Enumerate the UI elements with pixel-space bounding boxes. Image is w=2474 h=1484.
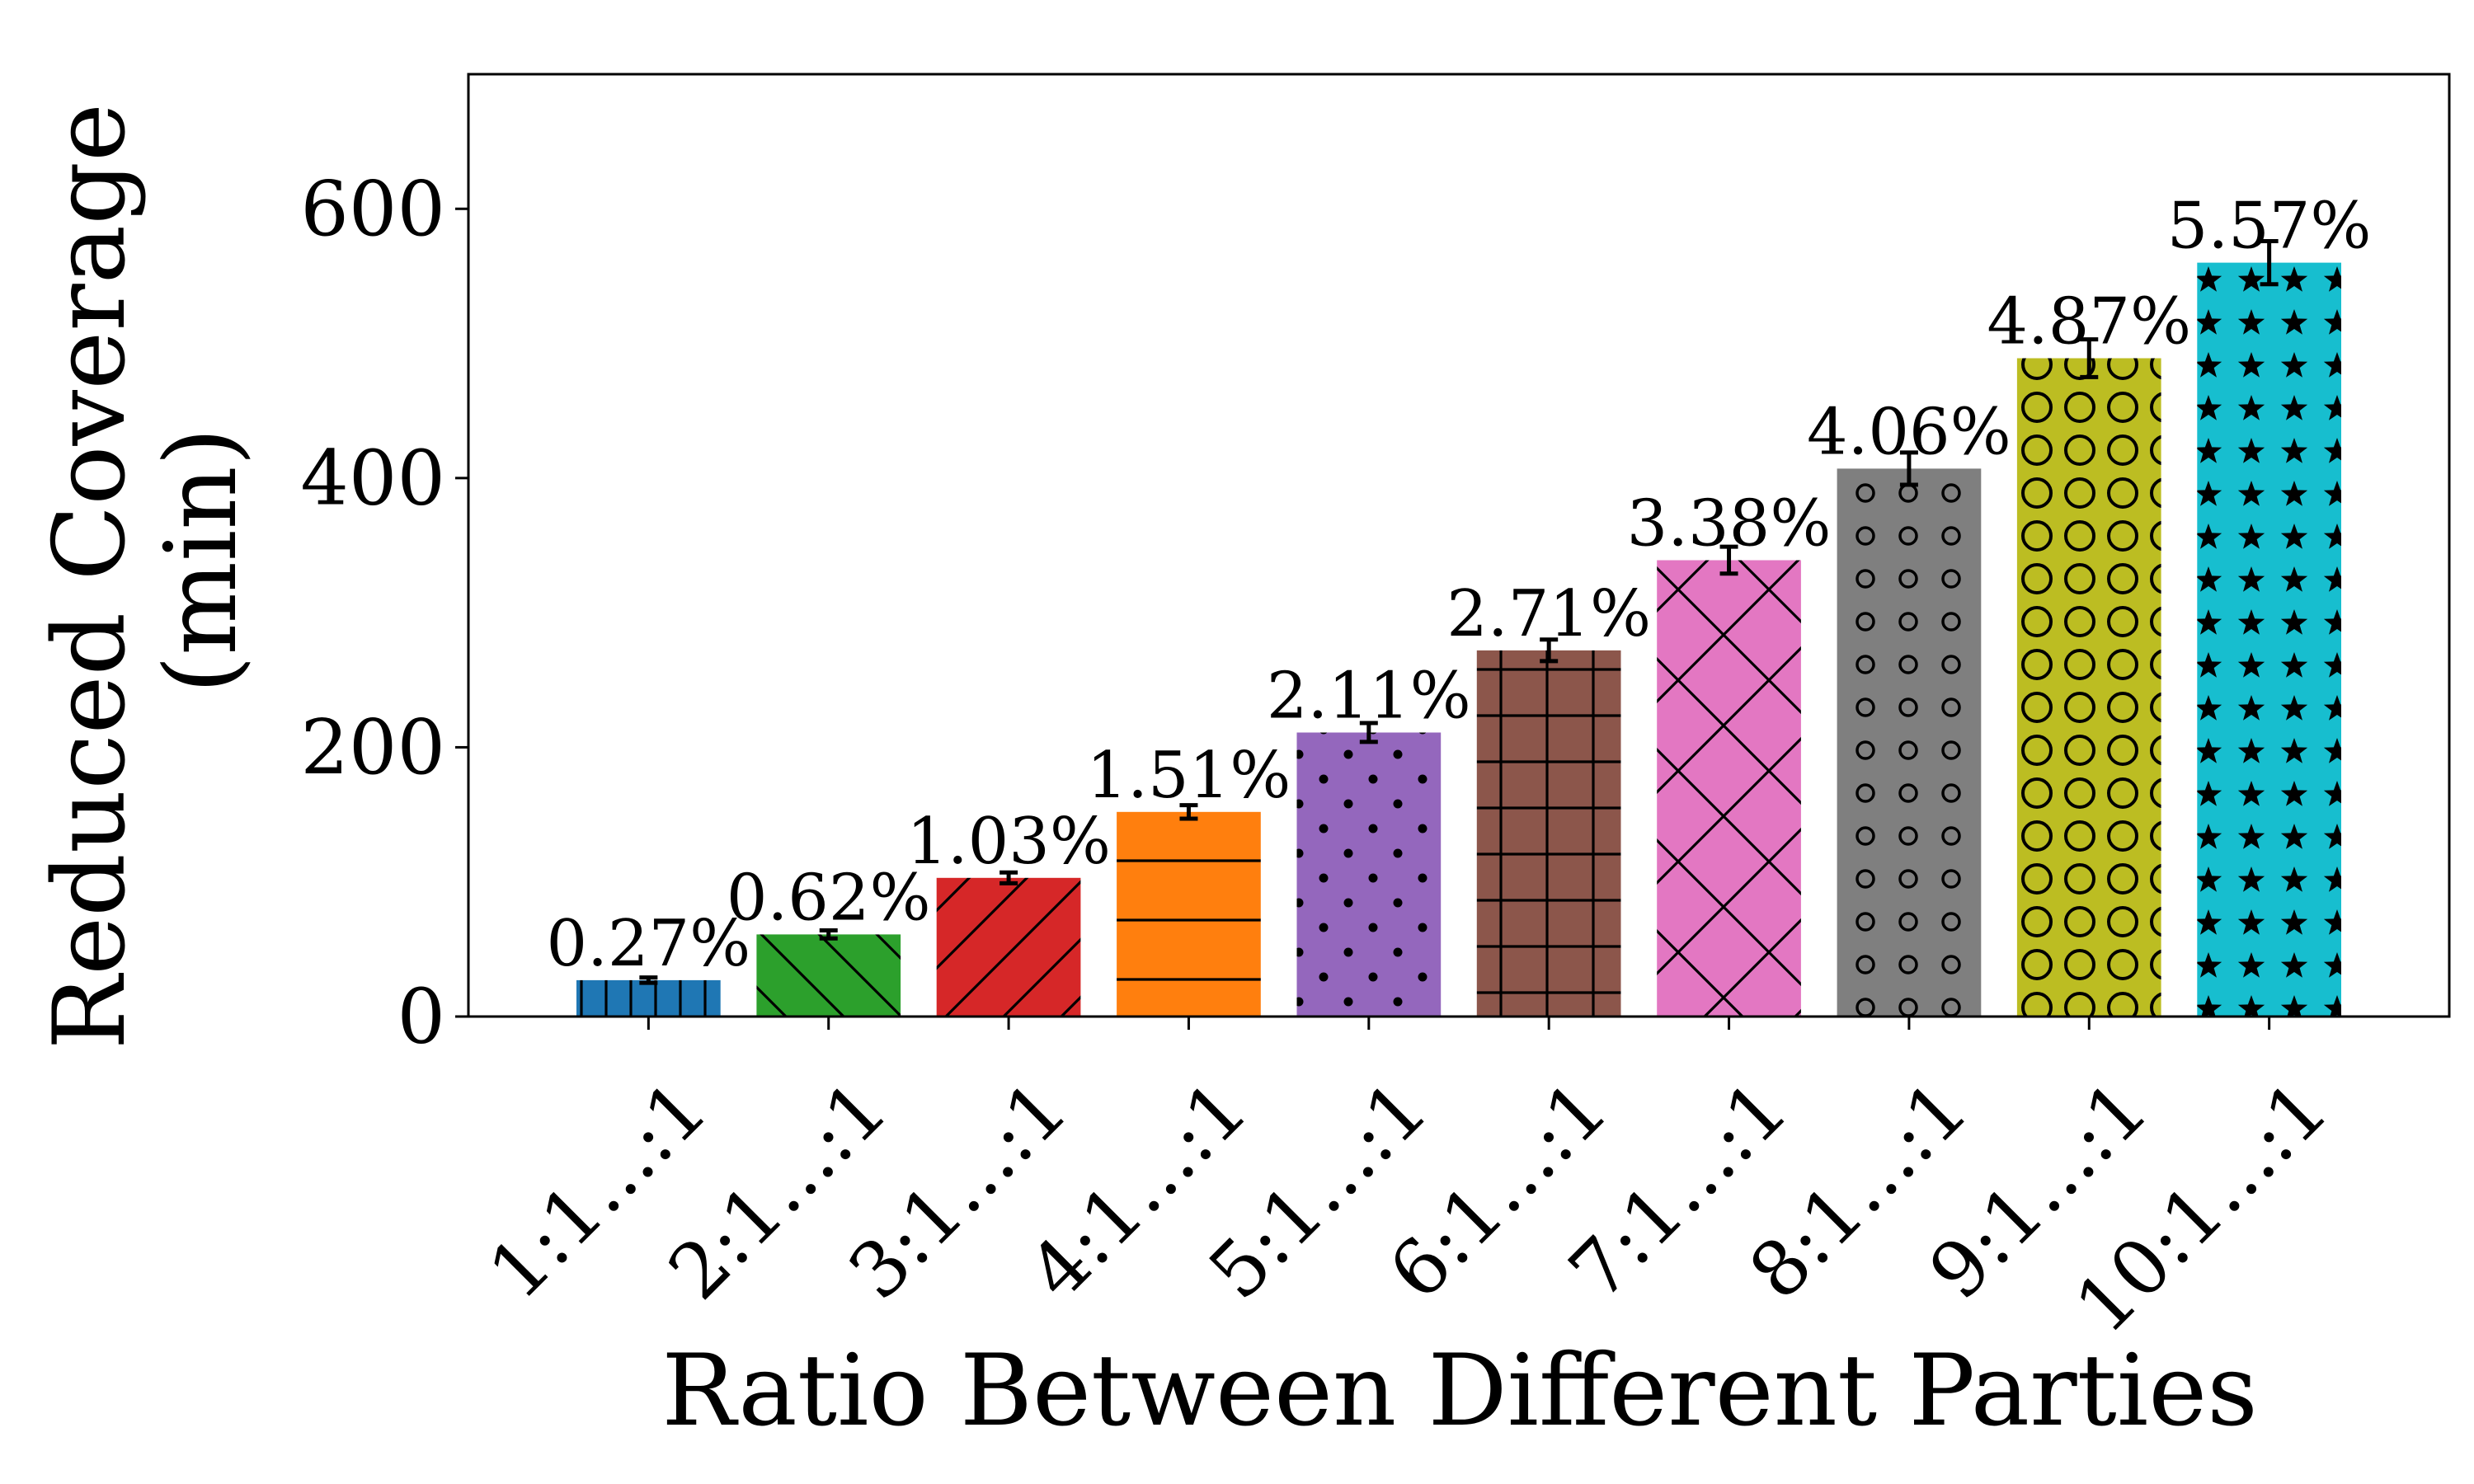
bar-1	[576, 979, 721, 1017]
plot-frame	[467, 73, 2451, 1018]
data-label-2: 0.62%	[727, 861, 931, 935]
bar-7	[1657, 560, 1801, 1017]
error-bar-3	[999, 870, 1018, 885]
y-tick-label-400: 400	[300, 434, 445, 522]
x-axis-ticks: 1:1...:12:1...:13:1...:14:1...:15:1...:1…	[472, 1017, 2345, 1350]
data-label-9: 4.87%	[1987, 285, 2191, 359]
data-labels: 0.27%0.62%1.03%1.51%2.11% 2.71% 3.38% 4.06%…	[546, 190, 2371, 981]
data-label-5: 2.11%	[1267, 660, 1471, 734]
error-bar-6	[1540, 637, 1559, 664]
data-label-10: 5.57%	[2167, 190, 2372, 264]
bar-2	[756, 934, 901, 1017]
bar-8	[1837, 468, 1982, 1017]
error-bar-5	[1359, 721, 1378, 744]
error-bars	[639, 238, 2279, 985]
bar-6	[1476, 650, 1621, 1017]
error-bar-1	[639, 975, 658, 985]
y-tick-label-0: 0	[397, 973, 445, 1061]
error-bar-10	[2260, 238, 2279, 287]
error-bar-9	[2080, 337, 2099, 379]
bars	[576, 262, 2341, 1017]
data-label-7: 3.38%	[1627, 487, 1832, 561]
error-bar-7	[1719, 544, 1738, 576]
bar-10	[2197, 262, 2341, 1017]
y-tick-label-600: 600	[300, 165, 445, 253]
error-bar-2	[819, 928, 838, 941]
data-label-4: 1.51%	[1087, 739, 1291, 813]
error-bar-4	[1179, 803, 1198, 821]
bar-5	[1296, 732, 1442, 1017]
data-label-1: 0.27%	[546, 907, 750, 981]
bar-4	[1117, 811, 1261, 1017]
x-axis-title: Ratio Between Different Parties	[661, 1334, 2258, 1449]
y-tick-label-200: 200	[300, 703, 445, 791]
bar-3	[936, 877, 1081, 1017]
error-bar-8	[1899, 450, 1918, 487]
y-axis-title-line-2: (min)	[144, 427, 259, 693]
y-axis-ticks: 0 200 400 600	[300, 165, 468, 1061]
data-label-8: 4.06%	[1807, 395, 2011, 469]
bar-9	[2016, 358, 2161, 1017]
y-axis-title-line-1: Reduced Coverage	[33, 103, 148, 1050]
data-label-3: 1.03%	[906, 805, 1111, 879]
y-axis-title: Reduced Coverage (min)	[33, 72, 259, 1050]
data-label-6: 2.71%	[1446, 577, 1651, 651]
